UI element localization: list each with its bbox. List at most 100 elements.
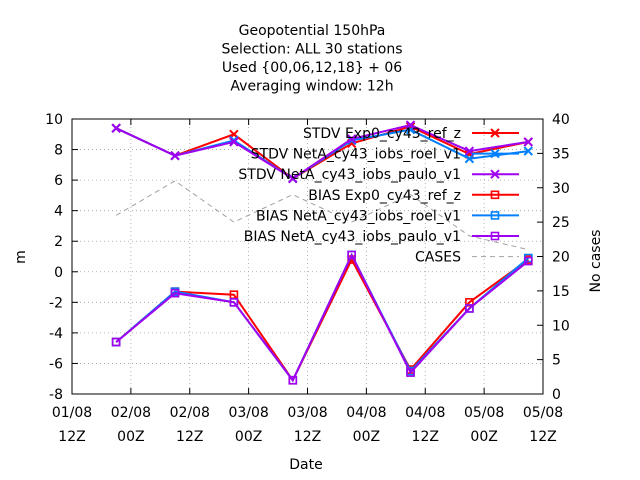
data-point — [229, 137, 239, 147]
x-axis-label: Date — [289, 457, 322, 473]
marker-stroke — [405, 120, 416, 130]
marker-stroke — [288, 173, 298, 184]
y-tick-label: 8 — [54, 143, 63, 159]
data-point — [405, 120, 416, 130]
data-point — [523, 256, 533, 266]
x-tick-label-hour: 00Z — [353, 429, 380, 445]
marker-stroke — [346, 134, 357, 144]
legend-label: STDV NetA_cy43_iobs_paulo_v1 — [238, 167, 461, 183]
legend-label: STDV NetA_cy43_iobs_roel_v1 — [251, 147, 461, 163]
data-point — [170, 288, 180, 298]
title-line: Geopotential 150hPa — [239, 23, 386, 39]
x-tick-label-date: 04/08 — [346, 405, 386, 421]
data-point — [111, 337, 121, 347]
y-axis-label: m — [13, 250, 29, 264]
data-point — [465, 298, 474, 307]
y2-axis-label: No cases — [588, 230, 604, 293]
x-tick-label-hour: 12Z — [176, 429, 203, 445]
y2-tick-label: 10 — [552, 318, 570, 334]
series-2 — [111, 120, 533, 184]
legend-label: BIAS Exp0_cy43_ref_z — [308, 188, 461, 204]
y-tick-label: 10 — [45, 112, 63, 128]
y2-tick-label: 40 — [552, 112, 570, 128]
data-point — [406, 368, 415, 377]
series-line — [115, 180, 529, 251]
marker-stroke — [170, 150, 180, 161]
data-point — [346, 134, 357, 144]
legend-label: CASES — [415, 250, 461, 266]
data-point — [170, 150, 180, 161]
series-5 — [111, 250, 533, 385]
y-tick-label: -2 — [49, 295, 63, 311]
y-tick-label: 6 — [54, 173, 63, 189]
x-tick-label-date: 05/08 — [523, 405, 563, 421]
y2-tick-label: 15 — [552, 284, 570, 300]
legend-marker — [490, 148, 500, 159]
y-tick-label: 2 — [54, 234, 63, 250]
y-tick-label: -6 — [49, 356, 63, 372]
y2-tick-label: 0 — [552, 387, 561, 403]
x-tick-label-date: 03/08 — [228, 405, 268, 421]
x-tick-label-hour: 12Z — [412, 429, 439, 445]
legend-marker — [490, 231, 500, 241]
data-point — [288, 173, 298, 184]
marker-stroke — [490, 148, 500, 159]
x-tick-label-date: 02/08 — [111, 405, 151, 421]
series-line — [115, 252, 529, 383]
series-line — [115, 124, 529, 180]
series-6 — [115, 180, 529, 251]
marker-stroke — [523, 137, 533, 147]
y2-tick-label: 25 — [552, 215, 570, 231]
y2-tick-label: 30 — [552, 181, 570, 197]
y2-tick-label: 35 — [552, 146, 570, 162]
y2-tick-label: 20 — [552, 250, 570, 266]
y-tick-label: -8 — [49, 387, 63, 403]
x-tick-label-date: 04/08 — [405, 405, 445, 421]
x-tick-label-hour: 00Z — [235, 429, 262, 445]
data-point — [464, 154, 475, 164]
legend-marker — [490, 190, 500, 200]
data-point — [111, 123, 121, 133]
y-tick-label: 4 — [54, 204, 63, 220]
title-line: Selection: ALL 30 stations — [221, 42, 402, 58]
x-tick-label-hour: 00Z — [117, 429, 144, 445]
title-line: Averaging window: 12h — [230, 79, 393, 95]
title-line: Used {00,06,12,18} + 06 — [222, 60, 402, 76]
data-point — [347, 250, 356, 260]
y-tick-label: -4 — [49, 326, 63, 342]
x-tick-label-date: 02/08 — [170, 405, 210, 421]
chart-title: Geopotential 150hPa Selection: ALL 30 sta… — [221, 23, 402, 95]
y-tick-label: 0 — [54, 265, 63, 281]
marker-stroke — [523, 146, 533, 156]
legend-label: STDV Exp0_cy43_ref_z — [303, 126, 461, 142]
x-tick-label-hour: 12Z — [294, 429, 321, 445]
legend-label: BIAS NetA_cy43_iobs_roel_v1 — [256, 208, 461, 224]
legend-marker — [490, 128, 500, 138]
marker-stroke — [490, 169, 500, 179]
x-tick-label-date: 05/08 — [464, 405, 504, 421]
marker-stroke — [490, 128, 500, 138]
marker-stroke — [464, 154, 475, 164]
legend-marker — [490, 211, 500, 220]
x-tick-label-date: 03/08 — [287, 405, 327, 421]
x-tick-label-date: 01/08 — [52, 405, 92, 421]
y2-tick-label: 5 — [552, 353, 561, 369]
data-point — [229, 298, 239, 307]
legend-marker — [490, 169, 500, 179]
x-tick-label-hour: 12Z — [529, 429, 556, 445]
legend: STDV Exp0_cy43_ref_z STDV NetA_cy43_iobs_… — [238, 126, 519, 266]
data-point — [523, 137, 533, 147]
data-point — [465, 304, 474, 313]
x-tick-label-hour: 12Z — [58, 429, 85, 445]
marker-stroke — [229, 137, 239, 147]
x-tick-label-hour: 00Z — [470, 429, 497, 445]
series — [111, 120, 533, 385]
marker-stroke — [464, 146, 475, 156]
legend-label: BIAS NetA_cy43_iobs_paulo_v1 — [244, 229, 461, 245]
plot-frame — [71, 118, 544, 395]
marker-stroke — [111, 123, 121, 133]
data-point — [288, 375, 298, 385]
data-point — [523, 146, 533, 156]
axis-ticks: -8 -6 -4 -2 0 2 4 6 8 10 0 5 10 15 20 25 30 35 40 01/08 12Z 0… — [45, 112, 570, 445]
